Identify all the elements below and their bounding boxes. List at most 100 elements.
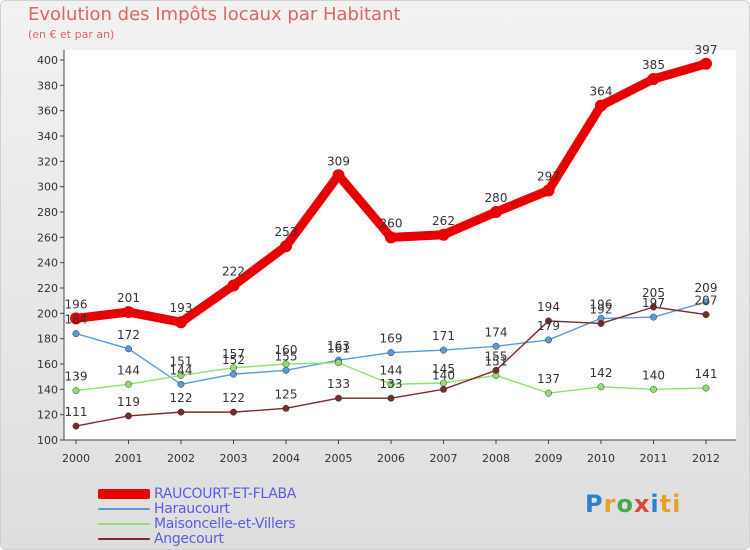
data-point	[72, 422, 80, 430]
chart-subtitle: (en € et par an)	[28, 28, 115, 41]
data-label: 205	[642, 286, 665, 300]
data-point	[702, 384, 710, 392]
data-label: 122	[170, 391, 193, 405]
data-point	[175, 316, 187, 329]
y-tick-label: 260	[37, 231, 58, 244]
data-label: 209	[695, 281, 718, 295]
legend-label-haraucourt: Haraucourt	[154, 500, 230, 517]
data-point	[125, 380, 132, 388]
y-tick-label: 180	[37, 333, 58, 346]
data-label: 262	[432, 214, 455, 228]
logo-letter: x	[633, 490, 651, 518]
data-point	[700, 57, 712, 70]
data-label: 196	[590, 297, 613, 311]
data-point	[702, 298, 710, 306]
data-point	[440, 346, 447, 354]
data-point	[647, 73, 660, 85]
data-point	[335, 359, 342, 367]
data-label: 133	[327, 377, 350, 391]
data-label: 194	[537, 300, 560, 314]
data-point	[177, 380, 185, 388]
data-label: 144	[117, 363, 140, 377]
data-point	[227, 279, 240, 292]
logo-letter: r	[603, 490, 617, 518]
legend-item-maisoncelle: Maisoncelle-et-Villers	[98, 515, 296, 532]
data-point	[125, 345, 132, 353]
data-label: 119	[117, 395, 140, 409]
legend-item-raucourt: RAUCOURT-ET-FLABA	[98, 485, 297, 502]
data-label: 172	[117, 328, 140, 342]
x-tick-label: 2001	[115, 452, 143, 465]
data-point	[387, 380, 395, 388]
legend-label-raucourt: RAUCOURT-ET-FLABA	[154, 485, 297, 502]
y-tick-label: 220	[37, 282, 58, 295]
data-label: 155	[275, 349, 298, 363]
chart-legend: RAUCOURT-ET-FLABA Haraucourt Maisoncelle…	[98, 485, 297, 547]
data-label: 385	[642, 58, 665, 72]
logo-letter: ti	[659, 490, 682, 518]
data-label: 145	[432, 362, 455, 376]
legend-swatch-haraucourt	[98, 507, 150, 510]
data-label: 160	[275, 343, 298, 357]
data-point	[492, 342, 500, 350]
chart-title: Evolution des Impôts locaux par Habitant	[28, 4, 401, 25]
data-point	[332, 169, 345, 182]
data-label: 192	[590, 302, 613, 316]
data-label: 133	[380, 377, 403, 391]
data-label: 253	[275, 225, 298, 239]
legend-swatch-raucourt	[98, 488, 150, 499]
data-label: 297	[537, 169, 560, 183]
data-label: 161	[327, 342, 350, 356]
x-tick-label: 2011	[640, 452, 668, 465]
data-point	[70, 312, 82, 325]
data-point	[650, 313, 657, 321]
y-tick-label: 280	[37, 206, 58, 219]
data-point	[280, 240, 292, 253]
legend-swatch-angecourt	[98, 537, 150, 540]
data-point	[545, 317, 552, 325]
data-point	[387, 349, 395, 357]
data-point	[542, 184, 555, 197]
data-label: 280	[485, 191, 508, 205]
plot-area	[64, 50, 736, 440]
data-point	[650, 385, 657, 393]
data-label: 197	[642, 296, 665, 310]
data-point	[230, 370, 237, 378]
data-point	[282, 366, 290, 374]
data-point	[122, 306, 135, 319]
data-point	[230, 364, 237, 372]
data-point	[385, 231, 397, 244]
data-label: 142	[590, 366, 613, 380]
data-label: 111	[65, 405, 88, 419]
data-label: 137	[537, 372, 560, 386]
data-point	[597, 320, 605, 327]
data-label: 141	[695, 367, 718, 381]
legend-label-maisoncelle: Maisoncelle-et-Villers	[154, 515, 296, 532]
data-point	[282, 360, 290, 368]
data-point	[282, 404, 290, 412]
data-label: 260	[380, 216, 403, 230]
logo-letter: o	[616, 490, 634, 518]
data-point	[595, 99, 607, 112]
data-label: 184	[65, 313, 88, 327]
data-label: 163	[327, 339, 350, 353]
line-chart: 100 120 140 160 180 200 220 240 260 280 300 320 340 3…	[37, 43, 736, 465]
data-point	[597, 383, 605, 391]
data-point	[72, 330, 80, 338]
data-label: 171	[432, 329, 455, 343]
y-tick-label: 380	[37, 79, 58, 92]
logo-letter: P	[585, 490, 604, 518]
data-label: 151	[170, 354, 193, 368]
data-label: 169	[380, 332, 403, 346]
data-point	[72, 387, 80, 395]
data-label: 151	[485, 354, 508, 368]
legend-item-angecourt: Angecourt	[98, 530, 296, 547]
data-label: 397	[695, 43, 718, 57]
data-point	[440, 385, 447, 393]
x-tick-label: 2012	[692, 452, 720, 465]
data-point	[702, 311, 710, 319]
legend-swatch-maisoncelle	[98, 522, 150, 525]
legend-label-angecourt: Angecourt	[154, 530, 224, 547]
logo-letter: i	[650, 490, 660, 518]
x-tick-label: 2006	[377, 452, 405, 465]
